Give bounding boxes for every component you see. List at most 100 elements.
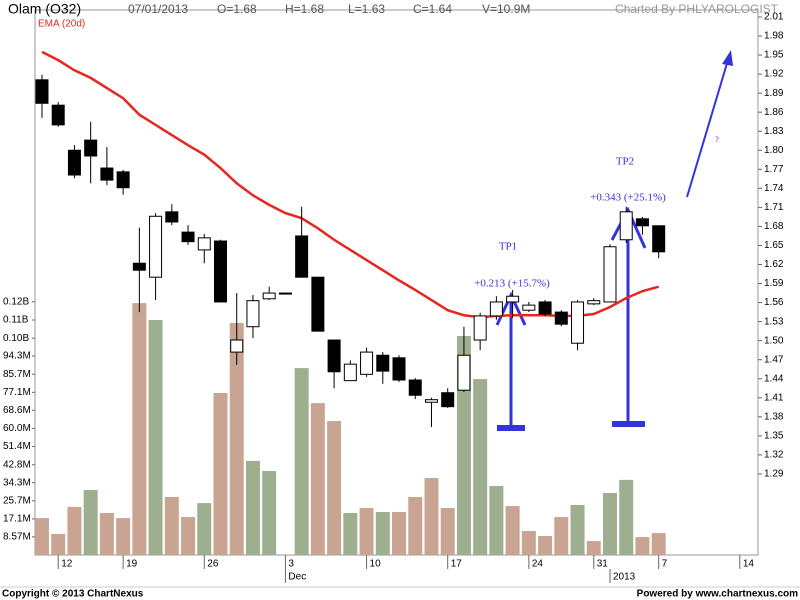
volume-bar <box>408 496 423 555</box>
y2-tick-label: 0.11B <box>3 315 29 326</box>
candle-body <box>376 354 390 372</box>
powered-by: Powered by www.chartnexus.com <box>637 589 798 600</box>
trend-arrow <box>686 59 729 198</box>
tp-arrows <box>495 50 733 431</box>
candle-body <box>554 311 568 325</box>
volume-bar <box>99 513 114 555</box>
volume-bar <box>213 392 228 555</box>
candle-body <box>571 301 585 344</box>
volume-bar <box>229 322 244 555</box>
candle-body <box>246 300 260 328</box>
y-tick-label: 1.86 <box>764 107 784 118</box>
y-tick-label: 1.59 <box>764 278 784 289</box>
y2-tick-label: 85.7M <box>3 369 31 380</box>
volume-bar <box>619 479 634 555</box>
volume-bar <box>521 530 536 555</box>
volume-bar <box>262 471 277 555</box>
candle-body <box>311 276 325 332</box>
x-tick-label: 31 <box>597 559 609 570</box>
header-field: C=1.64 <box>413 2 452 16</box>
y-tick-label: 2.01 <box>764 12 784 23</box>
volume-bar <box>310 403 325 555</box>
candle-body <box>473 315 487 341</box>
candle-body <box>408 379 422 396</box>
volume-bar <box>294 368 309 555</box>
candle-body <box>635 218 649 227</box>
x-tick-label: 24 <box>532 559 544 570</box>
candle-body <box>652 225 666 253</box>
y-tick-label: 1.68 <box>764 221 784 232</box>
volume-bar <box>343 513 358 555</box>
annotation: TP2 <box>616 156 634 168</box>
candle-body <box>132 262 146 271</box>
candle-body <box>522 304 536 311</box>
candle-body <box>506 295 520 303</box>
candle-body <box>197 237 211 251</box>
candle-body <box>230 339 244 353</box>
y-tick-label: 1.44 <box>764 373 784 384</box>
volume-bar <box>602 492 617 555</box>
y-tick-label: 1.53 <box>764 316 784 327</box>
candle-body <box>149 215 163 278</box>
y-tick-label: 1.35 <box>764 431 784 442</box>
volume-bar <box>489 486 504 555</box>
x-tick-label: 19 <box>126 559 138 570</box>
annotation: +0.343 (+25.1%) <box>590 192 666 204</box>
x-tick-label-2: Dec <box>288 572 306 583</box>
trend-arrow-head <box>722 50 733 66</box>
y-tick-label: 1.38 <box>764 411 784 422</box>
y-tick-label: 1.95 <box>764 50 784 61</box>
candle-body <box>181 231 195 243</box>
y-tick-label: 1.71 <box>764 202 784 213</box>
candle-body <box>587 300 601 305</box>
y-tick-label: 1.98 <box>764 31 784 42</box>
volume-bar <box>538 536 553 555</box>
volume-bar <box>505 506 520 555</box>
y-tick-label: 1.65 <box>764 240 784 251</box>
y2-tick-label: 8.57M <box>3 532 31 543</box>
candle-body <box>67 149 81 176</box>
candle-body <box>116 171 130 189</box>
volume-bar <box>132 303 147 555</box>
candle-body <box>619 211 633 241</box>
candle-body <box>327 339 341 373</box>
header-field: H=1.68 <box>285 2 324 16</box>
header-field: V=10.9M <box>482 2 530 16</box>
y2-tick-label: 68.6M <box>3 405 31 416</box>
y-tick-label: 1.62 <box>764 259 784 270</box>
candle-body <box>100 167 114 181</box>
y-tick-label: 1.47 <box>764 354 784 365</box>
candle-body <box>457 354 471 391</box>
volume-bar <box>164 496 179 555</box>
tp2-head <box>610 206 647 249</box>
y-tick-label: 1.74 <box>764 183 784 194</box>
volume-bar <box>392 511 407 555</box>
volume-bar <box>148 319 163 555</box>
y-tick-label: 1.56 <box>764 297 784 308</box>
x-tick-label: 14 <box>743 559 755 570</box>
header-field: O=1.68 <box>217 2 257 16</box>
y-tick-label: 1.80 <box>764 145 784 156</box>
volume-bar <box>83 490 98 555</box>
candle-body <box>392 357 406 381</box>
candle-body <box>603 246 617 303</box>
y-tick-label: 1.89 <box>764 88 784 99</box>
candle-body <box>165 211 179 223</box>
y2-tick-label: 34.3M <box>3 477 31 488</box>
candle-body <box>360 351 374 375</box>
volume-bar <box>181 517 196 555</box>
candle-body <box>213 240 227 303</box>
volume-bar <box>440 507 455 555</box>
candle-body <box>441 392 455 408</box>
legend-ema: EMA (20d) <box>38 19 85 30</box>
y2-tick-label: 94.3M <box>3 351 31 362</box>
y-tick-label: 1.50 <box>764 335 784 346</box>
x-tick-label: 17 <box>451 559 463 570</box>
y2-tick-label: 25.7M <box>3 495 31 506</box>
y2-tick-label: 0.10B <box>3 333 29 344</box>
volume-bar <box>34 518 49 555</box>
x-tick-label-2: 2013 <box>613 572 636 583</box>
candle-body <box>343 363 357 382</box>
copyright: Copyright © 2013 ChartNexus <box>2 589 144 600</box>
x-tick-label: 12 <box>61 559 73 570</box>
